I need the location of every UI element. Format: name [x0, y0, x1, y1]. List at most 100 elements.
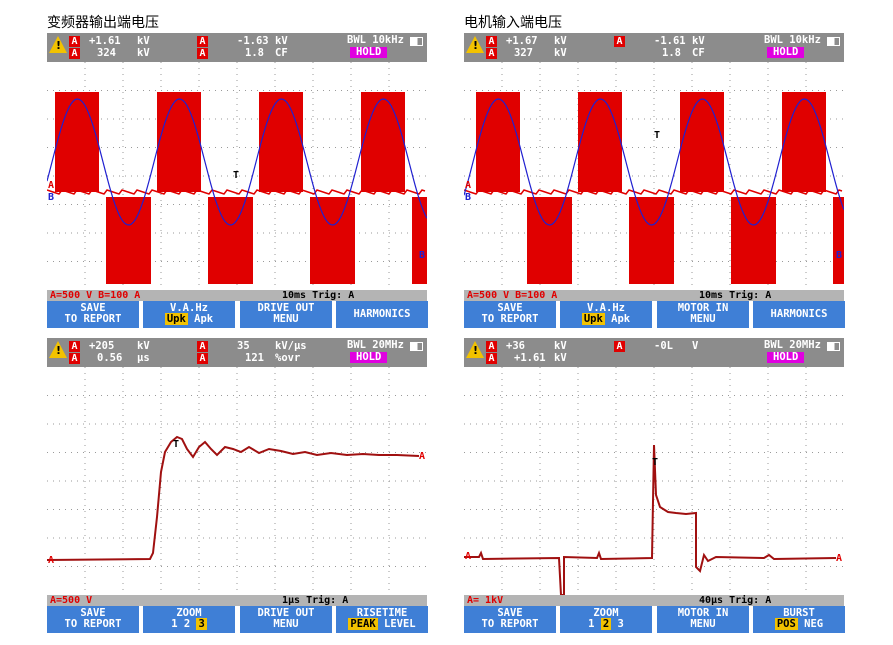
bandwidth-limit-label: BWL 20MHz [764, 339, 821, 351]
softkey-sublabel: MENU [690, 313, 716, 325]
reading-4-unit: CF [692, 47, 705, 59]
burst-trace [464, 444, 837, 595]
selected-option[interactable]: PEAK [348, 618, 378, 630]
trigger-marker: T [233, 170, 239, 181]
softkey-sublabel: TO REPORT [64, 618, 122, 630]
channel-a-badge: A [486, 341, 497, 352]
channel-a-badge: A [197, 48, 208, 59]
scope-panel-1: ! A A +1.61 kV 324 kV A A -1.63 kV 1.8 CF BWL 10kHz HO… [47, 33, 428, 337]
softkey-label: SAVE [497, 302, 523, 314]
softkey-1[interactable]: SAVE TO REPORT [464, 301, 556, 328]
option-rest[interactable]: Apk [604, 313, 631, 325]
selected-option[interactable]: Upk [581, 313, 605, 325]
softkey-1[interactable]: SAVE TO REPORT [47, 606, 139, 633]
softkey-sublabel: Upk Apk [560, 313, 652, 325]
selected-option[interactable]: 2 [600, 618, 612, 630]
softkey-2[interactable]: V.A.Hz Upk Apk [143, 301, 235, 328]
reading-2-unit: kV [554, 47, 567, 59]
bandwidth-limit-label: BWL 10kHz [347, 34, 404, 46]
softkey-menu: SAVE TO REPORT ZOOM 1 2 3 MOTOR IN MENU BURST P… [464, 606, 845, 633]
selected-option[interactable]: 3 [196, 618, 207, 630]
softkey-3[interactable]: MOTOR IN MENU [657, 606, 749, 633]
softkey-label: SAVE [80, 302, 106, 314]
softkey-1[interactable]: SAVE TO REPORT [464, 606, 556, 633]
scope-header: ! A A +205 kV 0.56 µs A A 35 kV/µs 121 %ovr BWL 20MHz… [47, 338, 427, 367]
softkey-1[interactable]: SAVE TO REPORT [47, 301, 139, 328]
scope-header: ! A A +1.61 kV 324 kV A A -1.63 kV 1.8 CF BWL 10kHz HO… [47, 33, 427, 62]
softkey-3[interactable]: DRIVE OUT MENU [240, 301, 332, 328]
reading-4-value: 121 [245, 352, 264, 364]
channel-a-end-marker: A [419, 240, 425, 251]
waveform-display: A A T [464, 367, 844, 595]
softkey-label: HARMONICS [770, 308, 828, 320]
scale-readout: A=500 V B=100 A [467, 290, 558, 301]
softkey-label: HARMONICS [353, 308, 411, 320]
softkey-2[interactable]: ZOOM 1 2 3 [560, 606, 652, 633]
battery-icon [410, 37, 423, 46]
softkey-sublabel: MENU [273, 618, 299, 630]
reading-1-value: +1.61 [89, 35, 121, 47]
channel-a-marker: A [48, 555, 54, 566]
baseline-noise [464, 189, 843, 195]
softkey-label: SAVE [80, 607, 106, 619]
reading-2-value: 324 [97, 47, 116, 59]
channel-a-badge: A [486, 48, 497, 59]
channel-b-end-marker: B [836, 250, 842, 261]
softkey-2[interactable]: ZOOM 1 2 3 [143, 606, 235, 633]
softkey-label: BURST [783, 607, 815, 619]
timebase-trigger-readout: 40µs Trig: A [699, 595, 772, 606]
softkey-4[interactable]: RISETIME PEAK LEVEL [336, 606, 428, 633]
reading-3-value: -1.61 [654, 35, 686, 47]
softkey-3[interactable]: MOTOR IN MENU [657, 301, 749, 328]
reading-2-value: +1.61 [514, 352, 546, 364]
reading-3-value: 35 [237, 340, 250, 352]
option-rest[interactable]: 3 [611, 618, 624, 630]
timebase-trigger-readout: 10ms Trig: A [282, 290, 355, 301]
softkey-sublabel: POS NEG [753, 618, 845, 630]
battery-icon [410, 342, 423, 351]
option-rest[interactable]: NEG [797, 618, 824, 630]
selected-option[interactable]: Upk [164, 313, 188, 325]
channel-a-badge: A [486, 36, 497, 47]
left-column-title: 变频器输出端电压 [47, 15, 159, 31]
reading-3-unit: kV/µs [275, 340, 307, 352]
softkey-3[interactable]: DRIVE OUT MENU [240, 606, 332, 633]
selected-option[interactable]: POS [774, 618, 798, 630]
bandwidth-limit-label: BWL 10kHz [764, 34, 821, 46]
channel-a-badge: A [69, 36, 80, 47]
baseline-noise [47, 189, 426, 195]
rising-edge-trace [47, 435, 420, 561]
scope-status-bar: A= 1kV 40µs Trig: A [464, 595, 844, 606]
softkey-sublabel: MENU [273, 313, 299, 325]
warning-icon [466, 36, 484, 53]
current-sine-trace [47, 98, 427, 226]
reading-2-value: 0.56 [97, 352, 123, 364]
channel-a-end-marker: A [419, 451, 425, 462]
reading-1-value: +1.67 [506, 35, 538, 47]
timebase-trigger-readout: 1µs Trig: A [282, 595, 349, 606]
channel-a-badge: A [197, 36, 208, 47]
trigger-marker: T [173, 439, 179, 450]
softkey-4[interactable]: HARMONICS [336, 301, 428, 328]
reading-4-value: 1.8 [245, 47, 264, 59]
channel-b-marker: B [465, 192, 471, 203]
warning-glyph: ! [473, 344, 479, 357]
softkey-label: ZOOM [176, 607, 202, 619]
channel-b-marker: B [48, 192, 54, 203]
trigger-marker: T [654, 130, 660, 141]
channel-a-badge: A [486, 353, 497, 364]
channel-a-marker: A [48, 180, 54, 191]
warning-icon [49, 341, 67, 358]
softkey-2[interactable]: V.A.Hz Upk Apk [560, 301, 652, 328]
pwm-voltage-trace [476, 92, 844, 284]
softkey-menu: SAVE TO REPORT V.A.Hz Upk Apk DRIVE OUT MENU H… [47, 301, 428, 328]
scope-status-bar: A=500 V 1µs Trig: A [47, 595, 427, 606]
softkey-4[interactable]: HARMONICS [753, 301, 845, 328]
battery-icon [827, 342, 840, 351]
scope-panel-3: ! A A +205 kV 0.56 µs A A 35 kV/µs 121 %ovr BWL 20MHz… [47, 338, 428, 642]
softkey-4[interactable]: BURST POS NEG [753, 606, 845, 633]
option-rest[interactable]: Apk [187, 313, 214, 325]
option-rest[interactable]: LEVEL [377, 618, 416, 630]
reading-1-unit: kV [554, 340, 567, 352]
reading-3-unit: kV [275, 35, 288, 47]
